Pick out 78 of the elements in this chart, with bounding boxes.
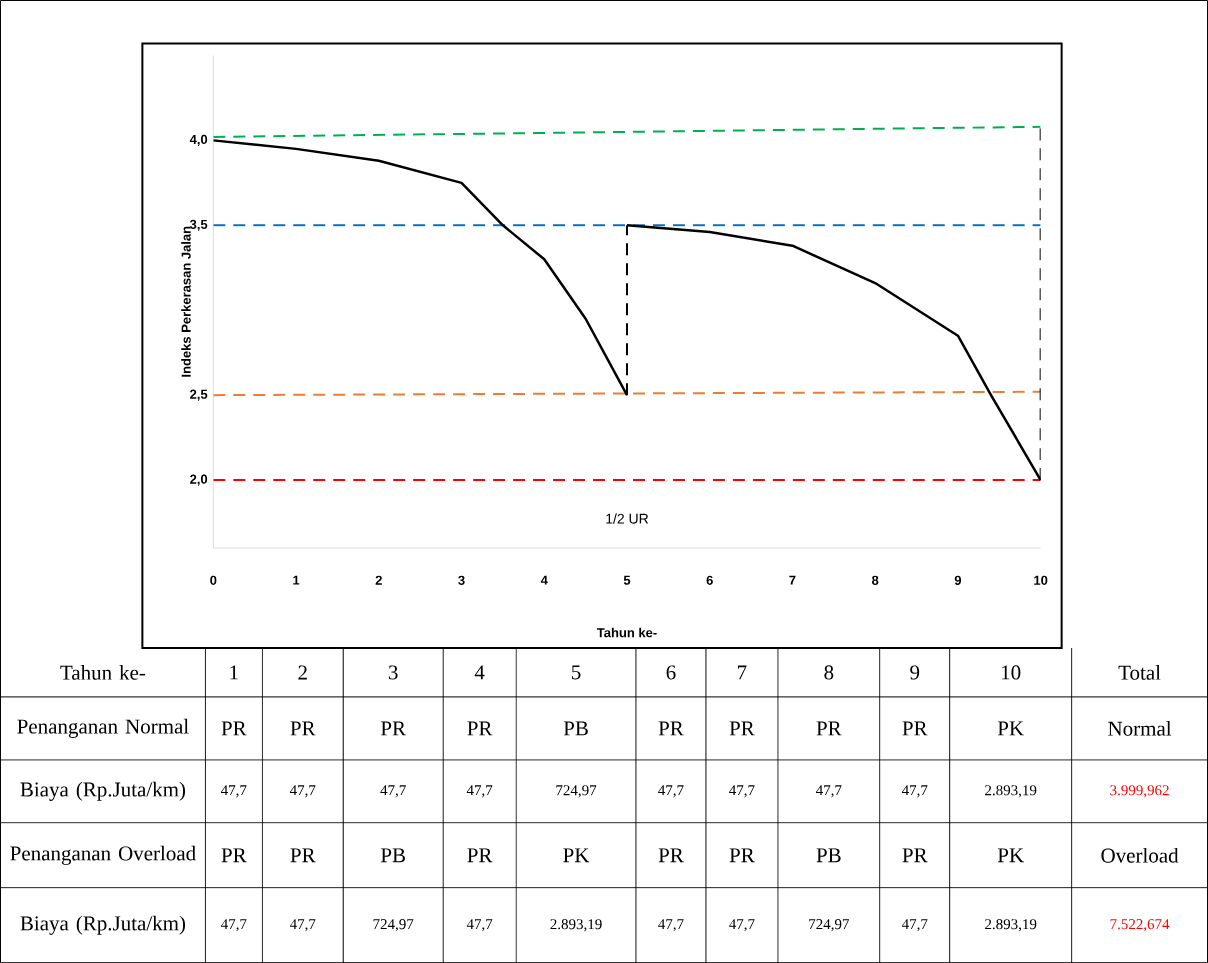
x-tick-label: 1 [293,575,300,585]
text: Biaya (Rp.Juta/km) [20,915,186,935]
text: PR [221,848,247,863]
text: 724,97 [373,919,414,932]
text: 47,7 [289,785,316,798]
text: 3 [388,665,398,680]
text: PR [467,848,493,863]
text: 5 [572,665,581,680]
text: PR [729,848,755,863]
text: 2.893,19 [985,919,1037,932]
text: PK [563,848,590,863]
text: 47,7 [221,785,247,798]
x-tick-label: 4 [540,575,548,585]
text: PB [816,848,841,863]
text: 47,7 [221,919,247,932]
text: 4 [474,665,485,680]
text: 7.522,674 [1110,919,1170,932]
text: PR [816,721,842,736]
text: 47,7 [729,785,755,798]
text: 47,7 [658,919,684,932]
text: PR [658,721,684,736]
text: PR [902,848,928,863]
text: 47,7 [658,785,684,798]
x-tick-label: 9 [954,575,962,585]
text: 724,97 [556,785,597,798]
text: Overload [1101,847,1179,863]
text: 10 [1002,665,1021,680]
x-tick-label: 6 [706,575,713,585]
x-axis-title: Tahun ke- [596,627,657,638]
text: 47,7 [901,919,928,932]
text: 7 [738,665,747,680]
text: Tahun ke- [60,664,146,680]
y-tick-label: 2,0 [190,474,208,486]
text: 2.893,19 [550,919,602,932]
text: PB [380,848,405,863]
y-tick-label: 3,5 [189,219,208,231]
x-tick-label: 7 [789,575,796,585]
text: 47,7 [380,785,406,798]
x-tick-label: 8 [871,575,879,585]
text: 2 [298,665,307,680]
text: 724,97 [809,919,849,932]
text: 1 [230,665,238,680]
text: PR [221,721,247,736]
text: PR [467,721,493,736]
text: Penanganan Normal [17,718,189,738]
text: PR [902,721,928,736]
text: Penanganan Overload [10,845,196,865]
text: PK [997,848,1024,863]
text: Normal [1108,720,1172,736]
text: 47,7 [816,785,842,798]
text: PR [380,721,406,736]
annotation: 1/2 UR [606,513,649,524]
text: 3.999,962 [1110,785,1169,798]
text: 47,7 [289,919,316,932]
x-tick-label: 0 [210,575,217,585]
y-tick-label: 4,0 [189,134,208,146]
text: PR [729,721,755,736]
text: Total [1118,664,1161,680]
text: 6 [666,665,676,680]
text: 9 [910,665,920,680]
text: 47,7 [466,919,493,932]
x-tick-label: 10 [1034,575,1048,585]
text: PR [290,721,316,736]
x-tick-label: 3 [458,575,465,585]
text: PR [658,848,684,863]
x-tick-label: 5 [623,575,631,585]
y-axis-title: Indeks Perkerasan Jalan [181,226,191,377]
y-tick-label: 2,5 [190,389,208,401]
text: 2.893,19 [985,785,1037,798]
x-tick-label: 2 [375,575,382,585]
text: 47,7 [901,785,928,798]
text: 47,7 [466,785,493,798]
text: Biaya (Rp.Juta/km) [20,781,186,801]
text: PK [997,721,1024,736]
text: PB [563,721,588,736]
text: 47,7 [729,919,755,932]
text: 8 [824,665,834,680]
text: PR [290,848,316,863]
